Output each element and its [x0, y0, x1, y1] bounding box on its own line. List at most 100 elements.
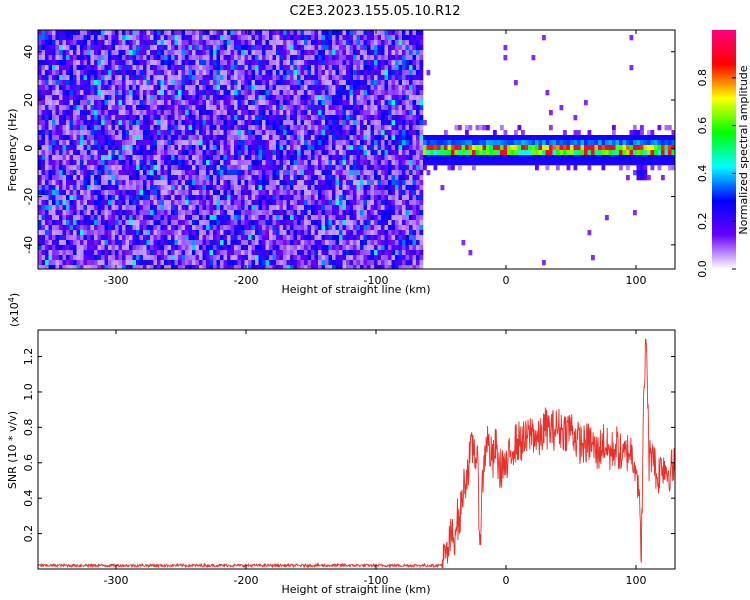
heatmap-cell: [97, 130, 102, 136]
heatmap-cell: [251, 45, 256, 51]
heatmap-cell: [129, 215, 133, 221]
heatmap-cell: [255, 85, 259, 91]
heatmap-cell: [255, 140, 259, 146]
heatmap-cell: [101, 250, 105, 256]
heatmap-cell: [213, 245, 217, 251]
heatmap-cell: [321, 65, 326, 71]
heatmap-cell: [209, 85, 214, 91]
heatmap-cell: [342, 240, 347, 246]
heatmap-cell: [367, 250, 371, 256]
heatmap-cell: [377, 115, 382, 121]
heatmap-cell: [52, 255, 56, 261]
heatmap-cell: [80, 100, 84, 106]
heatmap-cell: [227, 165, 231, 171]
heatmap-cell: [209, 45, 214, 51]
heatmap-cell: [321, 125, 326, 131]
heatmap-cell: [276, 95, 280, 101]
heatmap-cell: [213, 170, 217, 176]
heatmap-cell: [234, 30, 238, 36]
heatmap-cell: [101, 230, 105, 236]
heatmap-cell: [227, 235, 231, 241]
heatmap-cell: [181, 165, 186, 171]
heatmap-cell: [199, 180, 203, 186]
heatmap-cell: [153, 95, 158, 101]
heatmap-cell: [132, 45, 137, 51]
heatmap-cell: [188, 205, 193, 211]
heatmap-cell: [272, 80, 277, 86]
heatmap-cell: [353, 145, 357, 151]
heatmap-cell: [157, 50, 161, 56]
heatmap-cell: [108, 215, 112, 221]
heatmap-cell: [353, 185, 357, 191]
heatmap-cell: [335, 80, 340, 86]
heatmap-cell: [83, 145, 88, 151]
heatmap-cell: [353, 220, 357, 226]
heatmap-cell: [150, 75, 154, 81]
heatmap-cell: [293, 230, 298, 236]
heatmap-cell: [188, 200, 193, 206]
heatmap-cell: [188, 255, 193, 261]
heatmap-cell: [328, 200, 333, 206]
heatmap-cell: [41, 250, 46, 256]
heatmap-cell: [293, 120, 298, 126]
heatmap-cell: [398, 135, 403, 141]
heatmap-cell: [255, 195, 259, 201]
heatmap-cell: [167, 135, 172, 141]
heatmap-cell: [398, 250, 403, 256]
heatmap-cell: [356, 95, 361, 101]
heatmap-cell: [45, 130, 49, 136]
heatmap-cell: [164, 180, 168, 186]
heatmap-cell: [164, 135, 168, 141]
heatmap-cell: [297, 110, 301, 116]
heatmap-cell: [45, 35, 49, 41]
heatmap-cell: [206, 105, 210, 111]
heatmap-cell: [332, 195, 336, 201]
heatmap-cell: [332, 190, 336, 196]
heatmap-cell: [237, 40, 242, 46]
heatmap-cell: [104, 105, 109, 111]
heatmap-cell: [132, 220, 137, 226]
heatmap-cell: [213, 50, 217, 56]
heatmap-cell: [41, 105, 46, 111]
heatmap-cell: [66, 115, 70, 121]
heatmap-cell: [45, 230, 49, 236]
heatmap-cell: [104, 240, 109, 246]
heatmap-cell: [293, 160, 298, 166]
heatmap-cell: [258, 185, 263, 191]
heatmap-cell: [374, 225, 378, 231]
heatmap-cell: [230, 120, 235, 126]
heatmap-cell: [360, 95, 364, 101]
heatmap-cell: [311, 165, 315, 171]
heatmap-cell: [363, 200, 368, 206]
heatmap-cell: [279, 250, 284, 256]
heatmap-cell: [255, 135, 259, 141]
heatmap-cell: [153, 210, 158, 216]
heatmap-cell: [90, 140, 95, 146]
heatmap-cell: [52, 165, 56, 171]
heatmap-cell: [269, 210, 273, 216]
heatmap-cell: [104, 215, 109, 221]
heatmap-cell: [335, 55, 340, 61]
heatmap-cell: [153, 170, 158, 176]
heatmap-cell: [349, 95, 354, 101]
heatmap-cell: [195, 160, 200, 166]
heatmap-cell: [97, 160, 102, 166]
heatmap-cell: [286, 65, 291, 71]
heatmap-cell: [311, 60, 315, 66]
heatmap-cell: [66, 60, 70, 66]
heatmap-cell: [286, 195, 291, 201]
heatmap-cell: [38, 155, 42, 161]
heatmap-cell: [87, 205, 91, 211]
heatmap-cell: [234, 65, 238, 71]
heatmap-cell: [290, 100, 294, 106]
heatmap-cell: [213, 135, 217, 141]
heatmap-cell: [87, 210, 91, 216]
heatmap-cell: [129, 120, 133, 126]
heatmap-cell: [129, 165, 133, 171]
heatmap-cell: [104, 245, 109, 251]
heatmap-cell: [307, 260, 312, 266]
heatmap-cell: [318, 110, 322, 116]
heatmap-cell: [321, 70, 326, 76]
heatmap-cell: [157, 95, 161, 101]
heatmap-cell: [136, 105, 140, 111]
